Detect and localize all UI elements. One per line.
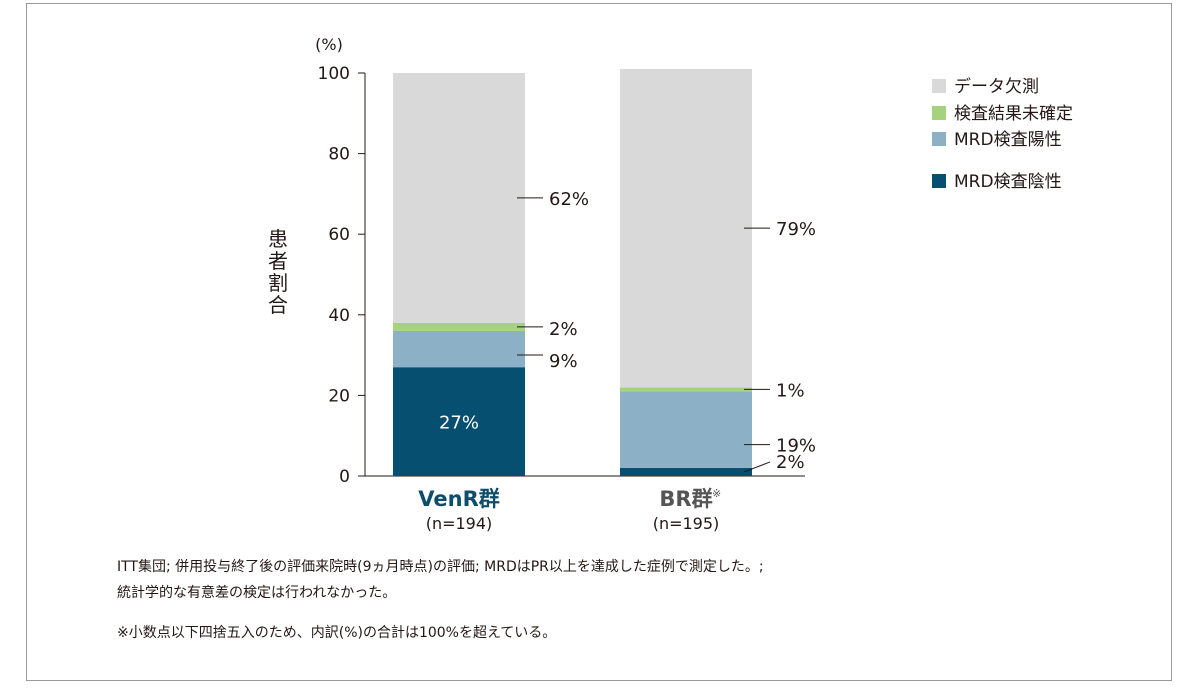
legend-label-2: MRD検査陽性 (954, 130, 1062, 150)
legend-swatch-0 (932, 79, 946, 93)
y-tick-label: 0 (339, 467, 350, 487)
note-line-2: 統計学的な有意差の検定は行われなかった。 (117, 585, 397, 601)
value-label-br-1: 19% (776, 436, 816, 457)
bar-segment-venr-1 (393, 330, 525, 368)
legend-label-3: MRD検査陰性 (954, 172, 1062, 192)
y-tick-label: 40 (328, 306, 350, 326)
value-label-venr-2: 2% (549, 319, 578, 340)
bar-segment-br-1 (620, 391, 752, 468)
value-label-venr-3: 62% (549, 189, 589, 210)
legend-label-1: 検査結果未確定 (954, 104, 1073, 124)
value-label-br-0: 2% (776, 452, 805, 473)
legend-label-0: データ欠測 (954, 76, 1039, 97)
legend-swatch-3 (932, 174, 946, 188)
note-line-1: ITT集団; 併用投与終了後の評価来院時(9ヵ月時点)の評価; MRDはPR以上… (117, 559, 764, 575)
y-tick-label: 20 (328, 386, 350, 406)
y-unit-label: (%) (315, 35, 343, 54)
y-axis-title-char: 割 (268, 271, 288, 295)
legend-swatch-2 (932, 132, 946, 146)
bar-segment-venr-2 (393, 322, 525, 331)
bar-segment-br-2 (620, 387, 752, 392)
category-sublabel-venr: (n=194) (426, 514, 493, 533)
y-axis-title-char: 者 (268, 249, 288, 273)
figure-frame (26, 3, 1172, 681)
legend-swatch-1 (932, 106, 946, 120)
bar-segment-venr-3 (393, 73, 525, 323)
y-axis-title-char: 合 (268, 293, 288, 317)
bar-segment-venr-0 (393, 367, 525, 476)
category-sublabel-br: (n=195) (653, 514, 720, 533)
category-label-br: BR群 (659, 487, 712, 511)
y-tick-label: 80 (328, 145, 350, 165)
value-label-venr-1: 9% (549, 351, 578, 372)
note-line-3: ※小数点以下四捨五入のため、内訳(%)の合計は100%を超えている。 (117, 625, 557, 641)
value-label-br-3: 79% (776, 219, 816, 240)
value-label-venr-0: 27% (439, 413, 479, 434)
y-tick-label: 60 (328, 225, 350, 245)
leader-line-br-0 (743, 461, 771, 473)
bar-segment-br-0 (620, 467, 752, 476)
bar-segment-br-3 (620, 68, 752, 388)
category-label-venr: VenR群 (418, 487, 499, 511)
y-tick-label: 100 (318, 64, 350, 84)
category-marker-br: ※ (712, 487, 721, 500)
y-axis-title-char: 患 (268, 227, 288, 251)
value-label-br-2: 1% (776, 380, 805, 401)
